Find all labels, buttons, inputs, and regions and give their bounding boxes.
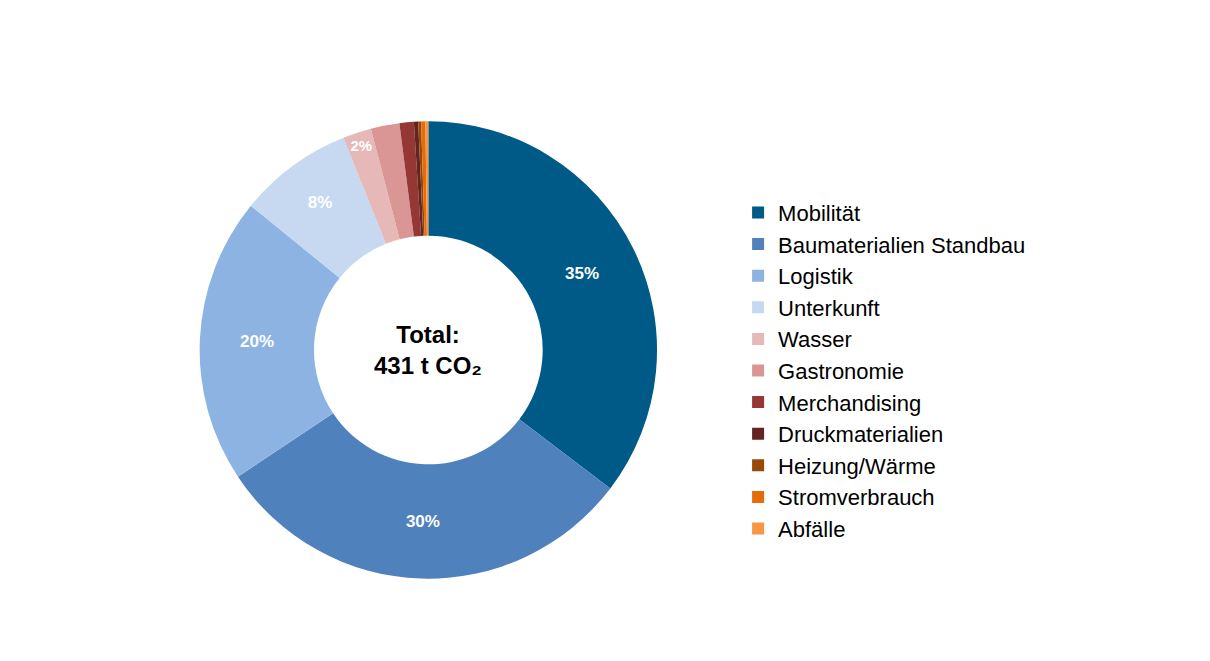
svg-text:8%: 8% bbox=[308, 193, 333, 212]
svg-text:Abfälle: Abfälle bbox=[778, 517, 845, 542]
svg-text:30%: 30% bbox=[406, 512, 440, 531]
svg-text:Total:431 t CO₂: Total:431 t CO₂ bbox=[374, 321, 482, 379]
svg-text:Mobilität: Mobilität bbox=[778, 201, 860, 226]
svg-text:Heizung/Wärme: Heizung/Wärme bbox=[778, 454, 936, 479]
svg-text:Stromverbrauch: Stromverbrauch bbox=[778, 485, 935, 510]
svg-text:Druckmaterialien: Druckmaterialien bbox=[778, 422, 943, 447]
svg-text:35%: 35% bbox=[565, 264, 599, 283]
svg-text:Gastronomie: Gastronomie bbox=[778, 359, 904, 384]
svg-text:2%: 2% bbox=[350, 137, 372, 154]
svg-text:Wasser: Wasser bbox=[778, 327, 852, 352]
svg-text:20%: 20% bbox=[240, 332, 274, 351]
svg-text:Unterkunft: Unterkunft bbox=[778, 296, 880, 321]
svg-text:Baumaterialien Standbau: Baumaterialien Standbau bbox=[778, 233, 1025, 258]
svg-text:Logistik: Logistik bbox=[778, 264, 854, 289]
svg-text:Merchandising: Merchandising bbox=[778, 391, 921, 416]
